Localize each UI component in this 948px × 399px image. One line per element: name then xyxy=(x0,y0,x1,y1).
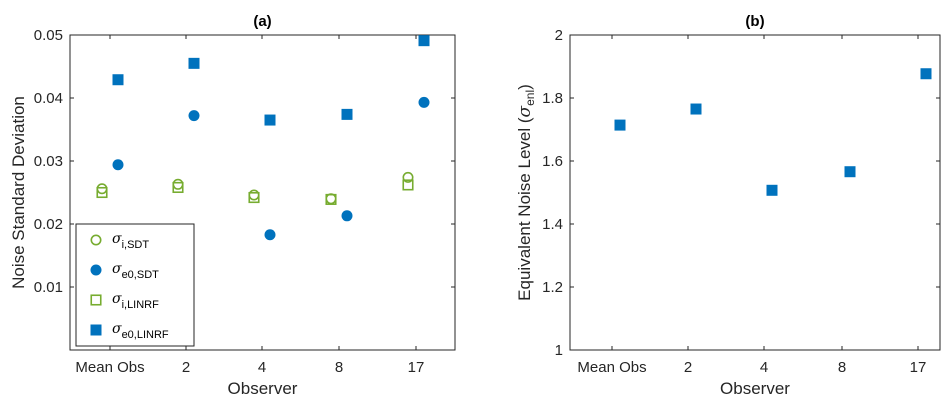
data-point xyxy=(341,108,353,120)
plot-area-b xyxy=(569,34,941,351)
legend-marker xyxy=(90,234,102,246)
legend-a: σi,SDT σe0,SDT σi,LINRF σe0,LINRF xyxy=(75,223,195,347)
data-point xyxy=(248,191,260,204)
ticks-b: 1 1.2 1.4 1.6 1.8 2 Mean Obs 2 4 8 17 xyxy=(542,27,940,376)
xtick-label: Mean Obs xyxy=(75,359,144,376)
data-point xyxy=(112,74,124,86)
data-point xyxy=(402,171,414,183)
ytick-label: 1.4 xyxy=(542,216,563,233)
xtick-label: 17 xyxy=(910,359,927,376)
xtick-label: 4 xyxy=(258,359,266,376)
panel-b: (b) Observer Equivalent Noise Level (σen… xyxy=(515,13,941,398)
data-point xyxy=(690,103,702,115)
data-point xyxy=(264,114,276,126)
marks-b xyxy=(614,68,932,196)
ylabel-b-sub: enl xyxy=(523,90,537,106)
marks-a xyxy=(96,35,430,241)
legend-marker xyxy=(90,324,102,336)
legend-marker xyxy=(90,294,102,306)
ticks-a: 0.01 0.02 0.03 0.04 0.05 Mean Obs 2 4 8 17 xyxy=(34,27,455,376)
title-b: (b) xyxy=(745,13,764,30)
xtick-label: 2 xyxy=(684,359,692,376)
ytick-label: 0.04 xyxy=(34,90,63,107)
xtick-label: 4 xyxy=(760,359,768,376)
ytick-label: 0.02 xyxy=(34,216,63,233)
data-point xyxy=(920,68,932,80)
data-point xyxy=(264,229,276,241)
ytick-label: 0.05 xyxy=(34,27,63,44)
ytick-label: 0.03 xyxy=(34,153,63,170)
data-point xyxy=(188,57,200,69)
ylabel-b-main: Equivalent Noise Level ( xyxy=(515,117,534,301)
xtick-label: 17 xyxy=(408,359,425,376)
ylabel-a: Noise Standard Deviation xyxy=(9,96,28,289)
data-point xyxy=(418,96,430,108)
data-point xyxy=(188,110,200,122)
data-point xyxy=(766,184,778,196)
data-point xyxy=(341,210,353,222)
data-point xyxy=(402,179,414,191)
ytick-label: 1.6 xyxy=(542,153,563,170)
ytick-label: 1 xyxy=(555,342,563,359)
ylabel-b-end: ) xyxy=(515,84,534,90)
xtick-label: 2 xyxy=(182,359,190,376)
xtick-label: 8 xyxy=(838,359,846,376)
xlabel-b: Observer xyxy=(720,379,790,398)
data-point xyxy=(418,35,430,47)
data-point xyxy=(614,119,626,131)
ytick-label: 1.8 xyxy=(542,90,563,107)
ytick-label: 2 xyxy=(555,27,563,44)
xlabel-a: Observer xyxy=(228,379,298,398)
data-point xyxy=(325,193,337,205)
xtick-label: Mean Obs xyxy=(577,359,646,376)
xtick-label: 8 xyxy=(335,359,343,376)
legend-label: σe0,LINRF xyxy=(112,321,169,341)
legend-marker xyxy=(90,264,102,276)
legend-label: σi,LINRF xyxy=(112,291,159,311)
ylabel-b: Equivalent Noise Level (σenl) xyxy=(515,84,537,301)
legend-label: σi,SDT xyxy=(112,231,149,251)
legend-label: σe0,SDT xyxy=(112,261,159,281)
ytick-label: 1.2 xyxy=(542,279,563,296)
data-point xyxy=(112,159,124,171)
ylabel-b-sym: σ xyxy=(515,105,535,117)
panel-a: (a) Observer Noise Standard Deviation 0.… xyxy=(9,13,456,398)
title-a: (a) xyxy=(253,13,271,30)
data-point xyxy=(844,166,856,178)
data-point xyxy=(96,186,108,199)
data-point xyxy=(172,181,184,194)
ytick-label: 0.01 xyxy=(34,279,63,296)
